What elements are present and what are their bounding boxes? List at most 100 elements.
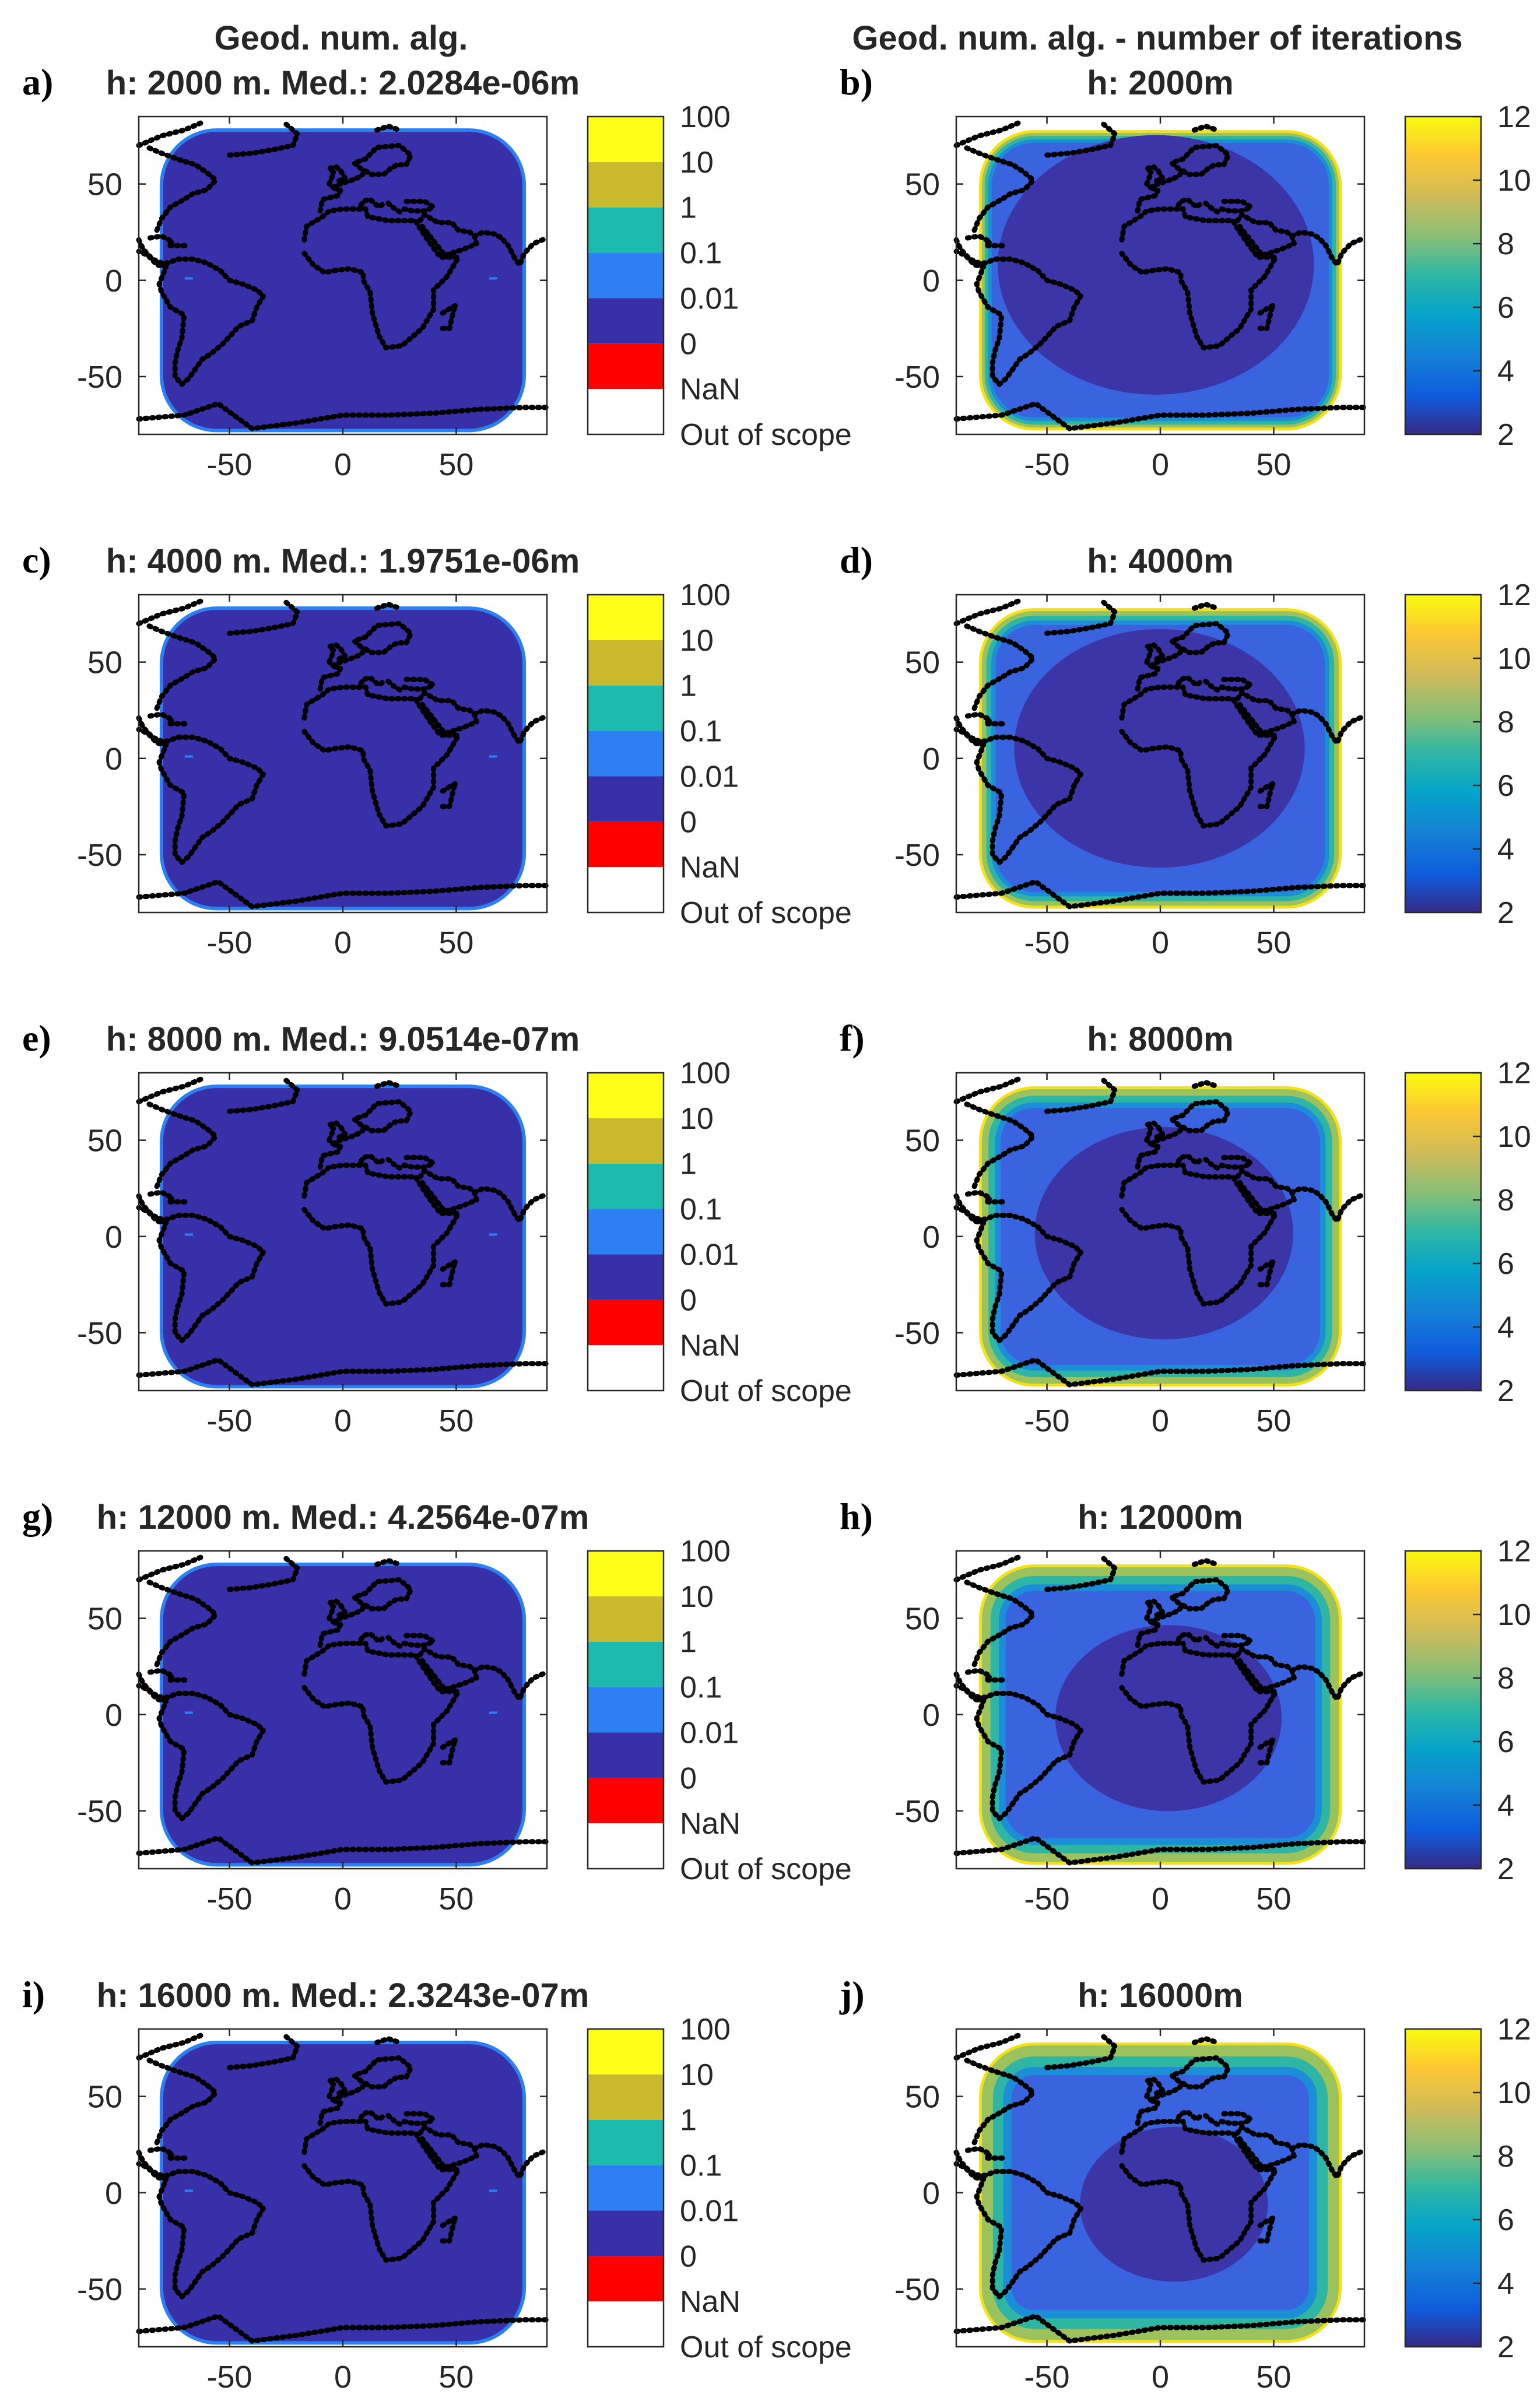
coastline: [374, 2036, 402, 2045]
coastline: [1044, 121, 1118, 158]
panel-e: e) h: 8000 m. Med.: 9.0514e-07m -50 0 50 50 0 -…: [22, 1017, 852, 1438]
colorbar-bin: [588, 2029, 664, 2074]
colorbar-gradient: [1404, 2028, 1482, 2348]
x-tick-label: -50: [1024, 925, 1070, 960]
x-tick-label: 0: [1152, 447, 1169, 482]
colorbar-tick-label: 8: [1497, 1662, 1514, 1696]
coastline: [1144, 164, 1166, 187]
colorbar-bin: [588, 1596, 664, 1642]
panel-label: a): [22, 61, 53, 103]
colorbar-label: NaN: [680, 851, 741, 884]
x-tick-label: -50: [207, 925, 252, 960]
x-tick-label: -50: [207, 447, 252, 482]
coastline: [953, 1357, 1367, 1388]
panel-h: h) h: 12000m -50 0 50 50 0 -50 12 10 8 6 4 2: [840, 1496, 1531, 1916]
coastline: [145, 145, 219, 233]
x-tick-label: 50: [438, 1403, 473, 1438]
colorbar-label: 1: [680, 1147, 697, 1181]
coastline: [1119, 206, 1279, 350]
coastline: [1191, 602, 1220, 611]
colorbar-tick-label: 8: [1497, 705, 1514, 739]
colorbar-label: 100: [680, 578, 731, 612]
colorbar-label: 10: [680, 1580, 714, 1614]
coastline: [440, 303, 459, 331]
colorbar-tick-label: 12: [1497, 1535, 1531, 1568]
colorbar-label: Out of scope: [680, 418, 852, 452]
colorbar-bin: [588, 1300, 664, 1346]
colorbar-tick-label: 6: [1497, 1725, 1514, 1759]
colorbar-tick-label: 12: [1497, 1056, 1531, 1090]
colorbar-bin: [588, 640, 664, 686]
y-tick-label: -50: [77, 1794, 122, 1829]
colorbar-bin: [588, 595, 664, 640]
coastline: [317, 2055, 414, 2126]
colorbar-bin: [588, 1823, 664, 1869]
colorbar-bin: [588, 1732, 664, 1778]
coastline: [1175, 1153, 1204, 1166]
coastline: [317, 621, 414, 692]
y-tick-label: -50: [77, 2272, 122, 2307]
x-tick-label: 50: [1256, 1403, 1291, 1438]
colorbar-label: 10: [680, 1102, 714, 1136]
colorbar-frame: [587, 1550, 665, 1870]
y-tick-label: 0: [105, 1220, 122, 1255]
coastline: [1289, 229, 1367, 268]
y-tick-label: 50: [905, 645, 940, 680]
panel-label: g): [22, 1496, 53, 1537]
colorbar-label: 0: [680, 2239, 697, 2273]
x-tick-label: 0: [1152, 2360, 1169, 2395]
y-tick-label: 0: [105, 1698, 122, 1733]
panel-label: h): [840, 1496, 873, 1537]
coastline: [401, 2111, 437, 2126]
coastline: [963, 145, 1036, 233]
colorbar-bin: [588, 2165, 664, 2211]
colorbar-tick-label: 6: [1497, 2203, 1514, 2237]
coastline: [374, 1558, 402, 1567]
iter-core: [1034, 1127, 1293, 1340]
colorbar-frame: [587, 115, 665, 436]
coastline: [327, 642, 348, 665]
coastline: [317, 1577, 414, 1648]
coastline: [327, 2076, 348, 2100]
x-tick-label: 50: [438, 2360, 473, 2395]
panel-title: h: 16000m: [1078, 1977, 1243, 2014]
colorbar-tick-label: 6: [1497, 1247, 1514, 1281]
colorbar-label: 1: [680, 669, 697, 703]
panel-title: h: 8000m: [1087, 1020, 1233, 1058]
coastline: [953, 715, 1084, 865]
coastline: [401, 676, 437, 692]
y-tick-label: -50: [77, 1316, 122, 1351]
coastline: [136, 1076, 205, 1104]
y-tick-label: 50: [87, 645, 122, 680]
coastline: [1219, 198, 1254, 214]
coastline: [963, 2057, 1036, 2146]
iter-core: [1080, 2126, 1268, 2282]
colorbar-bin: [588, 117, 664, 162]
colorbar-frame: [587, 2028, 665, 2348]
coastline: [358, 1153, 387, 1166]
colorbar-bin: [588, 1254, 664, 1300]
colorbar-label: Out of scope: [680, 1374, 852, 1408]
colorbar-bin: [588, 1687, 664, 1733]
colorbar-frame: [587, 594, 665, 914]
coastline: [401, 1633, 437, 1648]
colorbar-label: NaN: [680, 2285, 741, 2319]
coastline: [227, 1077, 300, 1114]
colorbar-label: 0: [680, 1761, 697, 1795]
column-title-left: Geod. num. alg.: [214, 19, 468, 57]
colorbar-label: 1: [680, 2104, 697, 2137]
panels: a) h: 2000 m. Med.: 2.0284e-06m -50 0 50 50 0 -…: [22, 61, 1531, 2395]
coastline: [136, 1554, 205, 1582]
y-tick-label: 0: [922, 2176, 940, 2211]
y-tick-label: 0: [105, 264, 122, 299]
colorbar-label: 10: [680, 2058, 714, 2092]
colorbar-label: 100: [680, 1535, 731, 1568]
coastline: [385, 1157, 405, 1172]
colorbar-label: 1: [680, 191, 697, 225]
y-tick-label: 50: [87, 1602, 122, 1637]
coastline: [1257, 1259, 1276, 1287]
panel-title: h: 2000m: [1087, 64, 1233, 102]
coastline: [227, 121, 300, 158]
colorbar-label: 1: [680, 1626, 697, 1659]
